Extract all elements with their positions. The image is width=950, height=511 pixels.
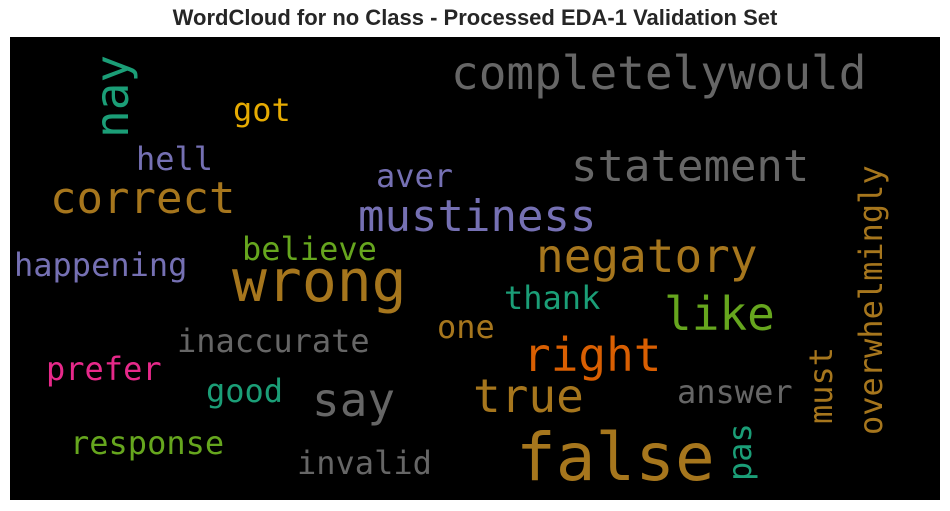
word-good: good [206, 372, 284, 410]
word-statement: statement [571, 141, 810, 192]
word-response: response [70, 424, 225, 462]
word-true: true [473, 369, 584, 423]
word-wrong: wrong [232, 247, 407, 315]
word-cloud-canvas: completelywould nay got hell statement a… [10, 37, 940, 500]
word-happening: happening [14, 246, 188, 284]
word-one: one [437, 308, 495, 346]
word-right: right [523, 328, 662, 382]
word-mustiness: mustiness [358, 191, 597, 242]
word-hell: hell [136, 140, 214, 178]
word-believe: believe [242, 230, 377, 268]
word-answer: answer [677, 373, 793, 411]
word-overwhelmingly: overwhelmingly [852, 165, 890, 435]
word-got: got [233, 91, 291, 129]
word-aver: aver [376, 157, 454, 195]
word-pas: pas [721, 423, 759, 481]
word-nay: nay [85, 54, 139, 138]
figure-title: WordCloud for no Class - Processed EDA-1… [172, 5, 778, 30]
word-correct: correct [50, 173, 236, 224]
word-say: say [312, 373, 396, 427]
word-invalid: invalid [297, 444, 432, 482]
word-prefer: prefer [46, 350, 162, 388]
word-must: must [802, 346, 840, 424]
word-like: like [664, 287, 775, 341]
word-thank: thank [504, 279, 601, 317]
word-inaccurate: inaccurate [177, 322, 370, 360]
word-completelywould: completelywould [451, 46, 867, 100]
word-negatory: negatory [536, 229, 758, 283]
word-false: false [516, 419, 715, 496]
